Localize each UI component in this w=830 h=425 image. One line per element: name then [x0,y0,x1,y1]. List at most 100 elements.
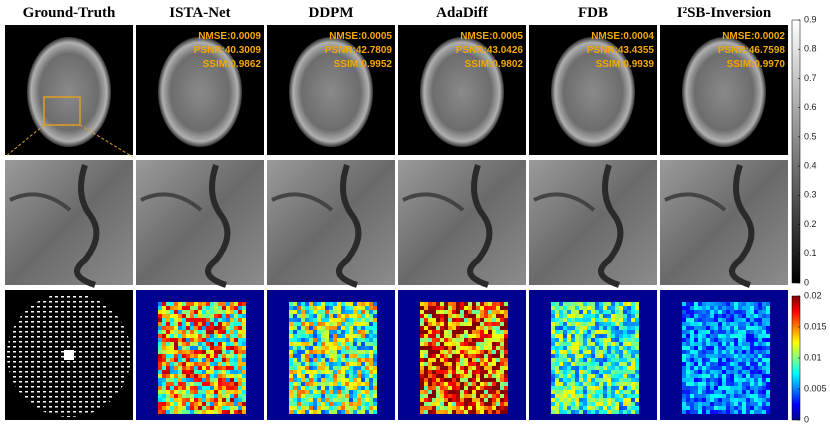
error-pixel [472,370,476,374]
error-pixel [611,394,615,398]
error-pixel [734,394,738,398]
error-pixel [504,370,508,374]
error-pixel [492,322,496,326]
error-pixel [730,374,734,378]
error-pixel [230,366,234,370]
error-pixel [500,390,504,394]
error-pixel [714,354,718,358]
error-pixel [583,398,587,402]
error-pixel [766,342,770,346]
error-pixel [357,314,361,318]
error-pixel [766,306,770,310]
error-pixel [448,326,452,330]
error-pixel [464,318,468,322]
error-pixel [456,370,460,374]
error-pixel [218,350,222,354]
error-pixel [317,378,321,382]
error-pixel [738,342,742,346]
error-pixel [587,326,591,330]
error-pixel [480,326,484,330]
error-pixel [226,310,230,314]
error-pixel [567,406,571,410]
error-pixel [706,302,710,306]
error-pixel [476,330,480,334]
error-pixel [734,314,738,318]
error-pixel [162,338,166,342]
error-pixel [718,350,722,354]
error-pixel [595,370,599,374]
error-pixel [563,398,567,402]
error-pixel [242,310,246,314]
error-pixel [730,366,734,370]
error-pixel [218,374,222,378]
error-pixel [301,326,305,330]
error-pixel [428,338,432,342]
error-pixel [607,366,611,370]
error-pixel [496,306,500,310]
error-pixel [353,410,357,414]
error-pixel [555,342,559,346]
error-pixel [575,306,579,310]
error-pixel [349,370,353,374]
error-pixel [202,314,206,318]
error-pixel [162,346,166,350]
colorbar-tick-label: 0.8 [804,44,817,54]
error-pixel [468,386,472,390]
error-pixel [627,398,631,402]
error-pixel [182,318,186,322]
error-pixel [456,354,460,358]
error-pixel [623,330,627,334]
error-pixel [702,350,706,354]
error-pixel [202,326,206,330]
error-pixel [726,342,730,346]
error-pixel [591,358,595,362]
error-pixel [456,410,460,414]
error-pixel [587,306,591,310]
error-pixel [631,334,635,338]
error-pixel [424,394,428,398]
error-pixel [734,378,738,382]
error-pixel [210,326,214,330]
error-pixel [210,382,214,386]
error-pixel [686,378,690,382]
error-pixel [726,398,730,402]
error-pixel [436,318,440,322]
error-pixel [214,386,218,390]
error-pixel [611,318,615,322]
colorbar-tick-label: 0.1 [804,248,817,258]
error-pixel [555,386,559,390]
error-pixel [226,318,230,322]
error-pixel [730,386,734,390]
error-pixel [166,366,170,370]
error-pixel [631,410,635,414]
error-pixel [476,366,480,370]
error-pixel [186,330,190,334]
error-pixel [591,402,595,406]
error-pixel [440,350,444,354]
error-pixel [317,310,321,314]
error-pixel [369,370,373,374]
error-pixel [452,406,456,410]
error-pixel [432,382,436,386]
error-pixel [468,402,472,406]
error-pixel [202,394,206,398]
error-pixel [730,354,734,358]
error-pixel [365,366,369,370]
error-pixel [551,302,555,306]
error-pixel [456,302,460,306]
error-pixel [373,362,377,366]
error-pixel [575,334,579,338]
error-pixel [178,378,182,382]
error-pixel [329,374,333,378]
error-pixel [357,318,361,322]
error-pixel [226,350,230,354]
error-pixel [170,354,174,358]
error-pixel [218,362,222,366]
error-pixel [583,370,587,374]
error-pixel [448,382,452,386]
error-pixel [349,406,353,410]
error-pixel [464,310,468,314]
error-pixel [504,410,508,414]
error-pixel [162,374,166,378]
error-pixel [603,334,607,338]
